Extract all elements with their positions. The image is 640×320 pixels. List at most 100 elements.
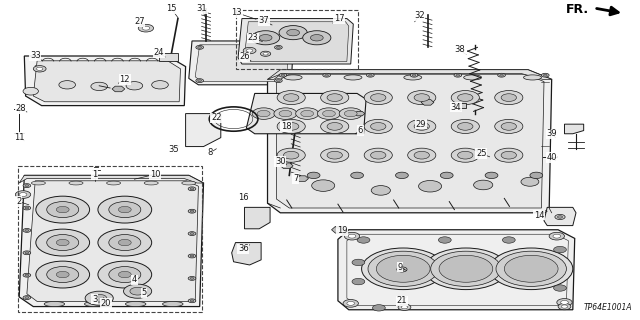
Circle shape [431, 251, 501, 286]
Ellipse shape [344, 75, 362, 80]
Circle shape [347, 301, 355, 305]
Text: 24: 24 [154, 48, 164, 57]
Circle shape [296, 108, 319, 119]
Circle shape [410, 73, 418, 77]
Text: 4: 4 [132, 276, 137, 284]
Circle shape [142, 26, 150, 30]
Circle shape [500, 74, 504, 76]
Circle shape [368, 251, 438, 286]
Circle shape [495, 119, 523, 133]
Circle shape [521, 177, 539, 186]
Circle shape [414, 123, 429, 130]
Circle shape [408, 119, 436, 133]
Circle shape [501, 151, 516, 159]
Text: 29: 29 [416, 120, 426, 129]
Circle shape [19, 193, 27, 196]
Circle shape [126, 82, 143, 90]
Circle shape [303, 31, 331, 45]
Ellipse shape [463, 75, 481, 80]
Circle shape [25, 297, 29, 299]
Text: 17: 17 [334, 14, 344, 23]
Circle shape [47, 235, 79, 251]
Circle shape [284, 123, 299, 130]
Circle shape [190, 300, 194, 302]
Polygon shape [246, 93, 366, 134]
Ellipse shape [284, 75, 302, 80]
Text: FR.: FR. [566, 3, 589, 16]
Circle shape [36, 67, 43, 70]
Circle shape [440, 172, 453, 179]
Text: 15: 15 [166, 4, 177, 13]
Text: TP64E1001A: TP64E1001A [584, 303, 632, 312]
Text: 36: 36 [238, 244, 248, 253]
Circle shape [196, 45, 204, 49]
Circle shape [276, 80, 280, 82]
Circle shape [23, 296, 31, 300]
Circle shape [485, 172, 498, 179]
Polygon shape [238, 19, 353, 64]
Ellipse shape [69, 181, 83, 185]
Polygon shape [332, 227, 347, 233]
Circle shape [284, 151, 299, 159]
Text: 18: 18 [281, 122, 291, 131]
Circle shape [188, 299, 196, 303]
Circle shape [301, 110, 314, 117]
Circle shape [152, 81, 168, 89]
Circle shape [561, 300, 568, 304]
Polygon shape [544, 207, 576, 226]
Text: 8: 8 [207, 148, 212, 157]
Circle shape [277, 119, 305, 133]
Circle shape [364, 91, 392, 105]
Circle shape [98, 261, 152, 288]
Circle shape [276, 46, 280, 48]
Circle shape [364, 119, 392, 133]
Polygon shape [33, 61, 180, 102]
Circle shape [190, 277, 194, 279]
Text: 14: 14 [534, 211, 544, 220]
Polygon shape [355, 111, 365, 116]
Polygon shape [338, 230, 575, 310]
Circle shape [554, 285, 566, 291]
Circle shape [364, 148, 392, 162]
Circle shape [321, 119, 349, 133]
Circle shape [367, 73, 374, 77]
Circle shape [352, 278, 365, 285]
Bar [18, 166, 202, 312]
Circle shape [553, 234, 561, 238]
Text: 7: 7 [293, 174, 298, 183]
Circle shape [59, 81, 76, 89]
Circle shape [451, 148, 479, 162]
Text: 5: 5 [141, 288, 147, 297]
Circle shape [25, 274, 29, 276]
Ellipse shape [524, 75, 541, 80]
Circle shape [274, 108, 297, 119]
Ellipse shape [404, 75, 422, 80]
Polygon shape [268, 70, 552, 213]
Circle shape [323, 73, 330, 77]
Circle shape [23, 87, 38, 95]
Polygon shape [280, 163, 293, 169]
Circle shape [496, 251, 566, 286]
Circle shape [188, 254, 196, 258]
Circle shape [362, 248, 445, 290]
Circle shape [281, 74, 285, 76]
Circle shape [118, 206, 131, 213]
Circle shape [25, 252, 29, 254]
Circle shape [252, 108, 275, 119]
Text: 26: 26 [239, 52, 250, 61]
Circle shape [243, 47, 256, 54]
Text: 23: 23 [248, 33, 258, 42]
Circle shape [439, 255, 493, 282]
Circle shape [130, 287, 145, 295]
Ellipse shape [31, 181, 45, 185]
Circle shape [401, 306, 408, 309]
Circle shape [23, 184, 31, 188]
Text: 35: 35 [169, 145, 179, 154]
Circle shape [279, 26, 307, 40]
Circle shape [369, 74, 372, 76]
Circle shape [190, 188, 194, 190]
Polygon shape [195, 45, 288, 82]
Circle shape [557, 299, 572, 306]
Circle shape [327, 151, 342, 159]
Circle shape [198, 80, 202, 82]
